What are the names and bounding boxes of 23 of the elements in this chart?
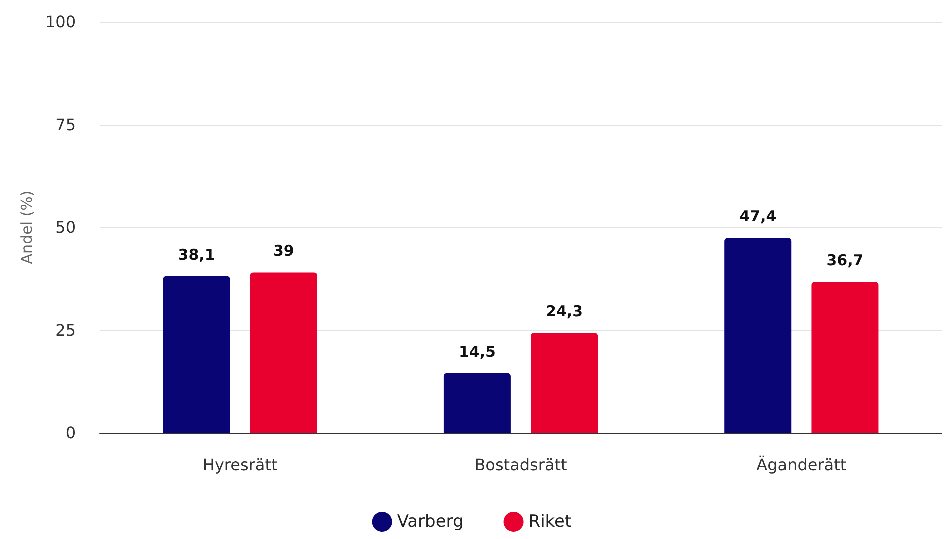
data-label: 39 [273, 242, 294, 260]
y-tick-label: 25 [56, 320, 76, 340]
data-label: 14,5 [458, 342, 496, 361]
y-tick-label: 75 [56, 115, 76, 134]
y-tick-label: 100 [45, 12, 76, 32]
data-label: 38,1 [178, 246, 216, 264]
y-axis-title: Andel (%) [18, 190, 36, 264]
bar [812, 282, 879, 433]
x-tick-label: Äganderätt [756, 456, 847, 474]
bar [724, 238, 792, 433]
bar [531, 333, 598, 433]
data-label: 47,4 [740, 208, 777, 226]
legend-label: Varberg [397, 512, 464, 532]
bar [444, 373, 511, 433]
x-tick-label: Bostadsrätt [474, 456, 568, 474]
legend-label: Riket [528, 512, 572, 532]
x-tick-label: Hyresrätt [202, 456, 278, 474]
data-label: 36,7 [826, 252, 864, 270]
y-tick-label: 50 [56, 218, 76, 237]
bar [163, 276, 230, 433]
y-tick-label: 0 [66, 424, 76, 442]
data-label: 24,3 [546, 302, 584, 321]
bar [250, 272, 318, 433]
